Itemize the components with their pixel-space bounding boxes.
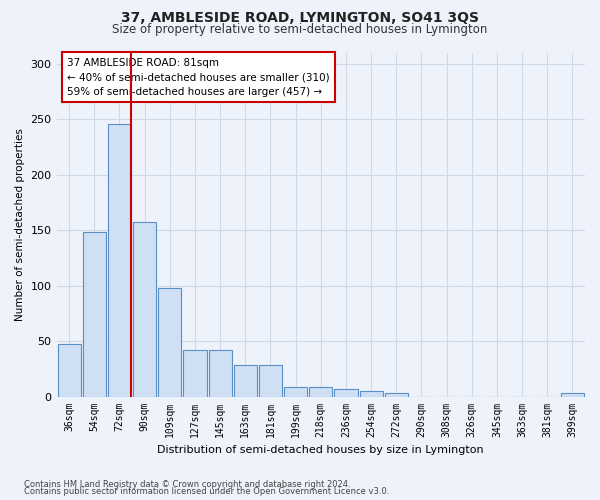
Bar bbox=[561, 393, 584, 396]
Bar bbox=[133, 222, 156, 396]
Text: Contains HM Land Registry data © Crown copyright and database right 2024.: Contains HM Land Registry data © Crown c… bbox=[24, 480, 350, 489]
Bar bbox=[209, 350, 232, 397]
Bar bbox=[259, 366, 282, 396]
Text: 37, AMBLESIDE ROAD, LYMINGTON, SO41 3QS: 37, AMBLESIDE ROAD, LYMINGTON, SO41 3QS bbox=[121, 11, 479, 25]
Bar bbox=[234, 366, 257, 396]
Bar bbox=[284, 386, 307, 396]
Bar bbox=[83, 232, 106, 396]
Text: 37 AMBLESIDE ROAD: 81sqm
← 40% of semi-detached houses are smaller (310)
59% of : 37 AMBLESIDE ROAD: 81sqm ← 40% of semi-d… bbox=[67, 58, 330, 98]
Bar bbox=[184, 350, 206, 397]
Y-axis label: Number of semi-detached properties: Number of semi-detached properties bbox=[15, 128, 25, 321]
Bar bbox=[334, 389, 358, 396]
X-axis label: Distribution of semi-detached houses by size in Lymington: Distribution of semi-detached houses by … bbox=[157, 445, 484, 455]
Bar bbox=[58, 344, 80, 397]
Text: Contains public sector information licensed under the Open Government Licence v3: Contains public sector information licen… bbox=[24, 487, 389, 496]
Bar bbox=[309, 386, 332, 396]
Bar bbox=[158, 288, 181, 397]
Bar bbox=[359, 391, 383, 396]
Bar bbox=[385, 393, 408, 396]
Bar bbox=[108, 124, 131, 396]
Text: Size of property relative to semi-detached houses in Lymington: Size of property relative to semi-detach… bbox=[112, 22, 488, 36]
